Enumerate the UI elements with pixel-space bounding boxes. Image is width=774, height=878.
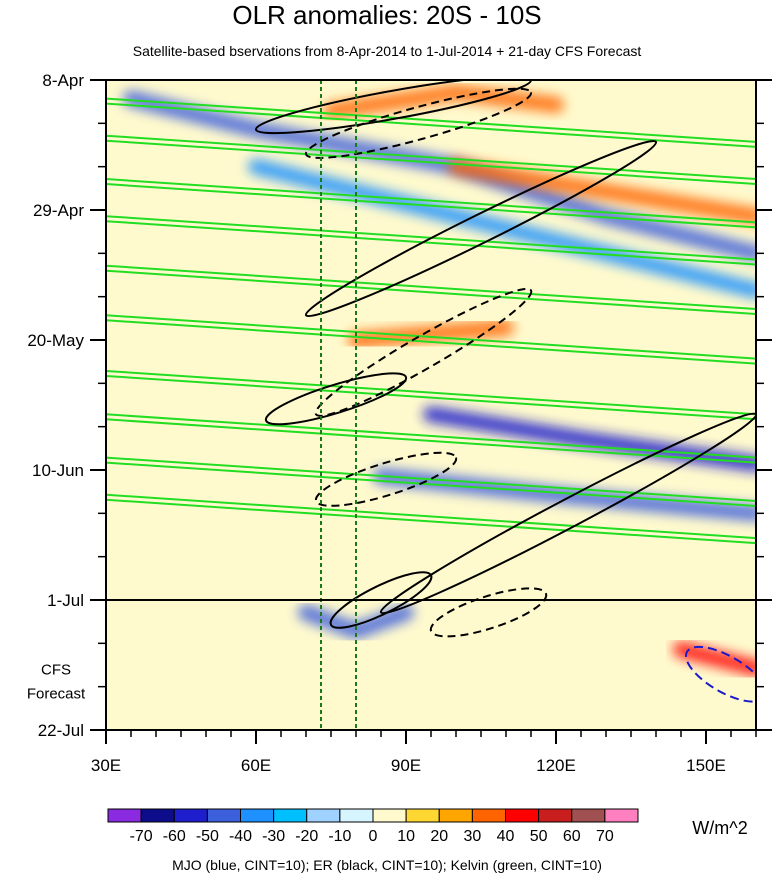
forecast-label-line: CFS — [41, 661, 71, 678]
forecast-label-line: Forecast — [27, 685, 86, 702]
colorbar-swatch — [538, 808, 573, 823]
er-contour-negative — [314, 287, 533, 417]
anomaly-band-negative — [298, 604, 414, 639]
colorbar-swatch — [306, 808, 341, 823]
colorbar-swatch — [107, 808, 142, 823]
colorbar-swatch — [173, 808, 208, 823]
x-tick-label: 120E — [536, 756, 576, 775]
colorbar-tick-label: 20 — [430, 828, 448, 845]
colorbar-tick-label: 30 — [463, 828, 481, 845]
y-tick-label: 22-Jul — [38, 721, 84, 740]
er-contour-positive — [379, 412, 756, 615]
olr-anomaly-field — [123, 84, 756, 677]
colorbar-tick-label: -30 — [262, 828, 285, 845]
colorbar-tick-label: -20 — [295, 828, 318, 845]
colorbar-swatch — [505, 808, 540, 823]
colorbar-swatch — [140, 808, 175, 823]
x-tick-label: 90E — [391, 756, 421, 775]
colorbar-tick-label: -60 — [163, 828, 186, 845]
er-contour-negative — [429, 587, 548, 638]
er-contour-positive — [254, 80, 533, 135]
colorbar-tick-label: 10 — [397, 828, 415, 845]
colorbar-units: W/m^2 — [692, 818, 747, 838]
colorbar-tick-label: 0 — [369, 828, 378, 845]
er-contour-negative — [314, 451, 458, 507]
contour-caption: MJO (blue, CINT=10); ER (black, CINT=10)… — [172, 857, 602, 873]
x-tick-label: 150E — [686, 756, 726, 775]
colorbar: -70 -60 -50 -40 -30 -20 -10 0 10 20 30 40 50 60 70 — [107, 808, 639, 845]
reference-lines — [320, 80, 357, 730]
kelvin-contour — [106, 369, 756, 421]
anomaly-band-negative — [248, 158, 756, 299]
colorbar-tick-label: 70 — [596, 828, 614, 845]
mjo-contour-negative — [685, 645, 756, 703]
anomaly-band-negative — [423, 406, 756, 472]
kelvin-contour — [106, 134, 756, 186]
colorbar-tick-label: 60 — [563, 828, 581, 845]
er-contour-positive — [329, 571, 433, 629]
y-tick-label: 8-Apr — [42, 71, 84, 90]
colorbar-tick-label: -70 — [130, 828, 153, 845]
kelvin-contour — [106, 493, 756, 545]
y-tick-label: 29-Apr — [33, 201, 84, 220]
anomaly-band-negative — [373, 468, 756, 522]
colorbar-swatch — [240, 808, 275, 823]
plot-area — [105, 79, 757, 731]
chart-title: OLR anomalies: 20S - 10S — [232, 0, 542, 30]
colorbar-swatch — [206, 808, 241, 823]
y-tick-label: 10-Jun — [32, 461, 84, 480]
colorbar-swatch — [372, 808, 407, 823]
colorbar-tick-label: -40 — [229, 828, 252, 845]
x-axis: 30E 60E 90E 120E 150E — [91, 730, 757, 775]
colorbar-swatch — [571, 808, 606, 823]
y-axis: 8-Apr 29-Apr 20-May 10-Jun 1-Jul 22-Jul — [27, 71, 772, 740]
er-contour-positive — [264, 372, 408, 426]
colorbar-tick-label: -50 — [196, 828, 219, 845]
colorbar-swatch — [604, 808, 639, 823]
forecast-label: CFS Forecast — [27, 661, 86, 702]
anomaly-band-positive — [323, 84, 564, 119]
kelvin-contour — [106, 314, 756, 365]
colorbar-tick-label: -10 — [328, 828, 351, 845]
plot-background — [106, 80, 756, 730]
er-contour-negative — [304, 87, 533, 159]
kelvin-contour — [106, 264, 756, 316]
kelvin-contour — [106, 97, 756, 148]
wave-contours — [106, 80, 756, 703]
x-tick-label: 60E — [241, 756, 271, 775]
kelvin-contour — [106, 178, 756, 229]
y-tick-label: 20-May — [27, 331, 84, 350]
colorbar-tick-label: 50 — [530, 828, 548, 845]
er-contour-positive — [304, 140, 658, 318]
chart-subtitle: Satellite-based bservations from 8-Apr-2… — [132, 43, 642, 59]
colorbar-swatch — [339, 808, 374, 823]
anomaly-band-positive — [448, 158, 756, 225]
colorbar-swatch — [273, 808, 308, 823]
kelvin-contour — [106, 215, 756, 266]
kelvin-contour — [106, 413, 756, 464]
kelvin-contour — [106, 456, 756, 507]
y-tick-label: 1-Jul — [47, 591, 84, 610]
colorbar-swatch — [438, 808, 473, 823]
colorbar-tick-label: 40 — [497, 828, 515, 845]
colorbar-swatch — [471, 808, 506, 823]
x-tick-label: 30E — [91, 756, 121, 775]
colorbar-swatch — [405, 808, 440, 823]
anomaly-band-positive — [673, 641, 756, 677]
